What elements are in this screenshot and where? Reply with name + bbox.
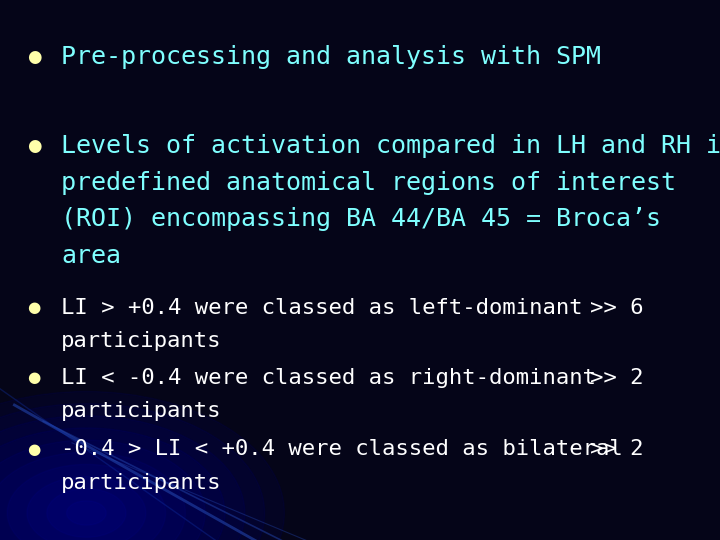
Text: ●: ● xyxy=(27,300,40,315)
Text: predefined anatomical regions of interest: predefined anatomical regions of interes… xyxy=(61,171,676,194)
Ellipse shape xyxy=(27,476,145,540)
Text: ●: ● xyxy=(27,48,42,66)
Text: Levels of activation compared in LH and RH in: Levels of activation compared in LH and … xyxy=(61,134,720,158)
Text: ●: ● xyxy=(27,137,42,155)
Text: participants: participants xyxy=(61,331,222,352)
Ellipse shape xyxy=(0,404,265,540)
Text: >> 6: >> 6 xyxy=(590,298,644,318)
Text: participants: participants xyxy=(61,401,222,422)
Text: area: area xyxy=(61,244,121,268)
Text: ●: ● xyxy=(27,370,40,386)
Text: >> 2: >> 2 xyxy=(590,439,644,460)
Ellipse shape xyxy=(0,428,225,540)
Text: ●: ● xyxy=(27,442,40,457)
Text: -0.4 > LI < +0.4 were classed as bilateral: -0.4 > LI < +0.4 were classed as bilater… xyxy=(61,439,623,460)
Text: >> 2: >> 2 xyxy=(590,368,644,388)
Ellipse shape xyxy=(47,489,126,537)
Text: participants: participants xyxy=(61,472,222,493)
Text: (ROI) encompassing BA 44/BA 45 = Broca’s: (ROI) encompassing BA 44/BA 45 = Broca’s xyxy=(61,207,661,231)
Text: LI > +0.4 were classed as left-dominant: LI > +0.4 were classed as left-dominant xyxy=(61,298,582,318)
Ellipse shape xyxy=(0,392,284,540)
Ellipse shape xyxy=(66,501,107,525)
Ellipse shape xyxy=(0,453,186,540)
Ellipse shape xyxy=(0,416,245,540)
Ellipse shape xyxy=(7,464,166,540)
Text: LI < -0.4 were classed as right-dominant: LI < -0.4 were classed as right-dominant xyxy=(61,368,596,388)
Text: Pre-processing and analysis with SPM: Pre-processing and analysis with SPM xyxy=(61,45,601,69)
Ellipse shape xyxy=(0,440,205,540)
